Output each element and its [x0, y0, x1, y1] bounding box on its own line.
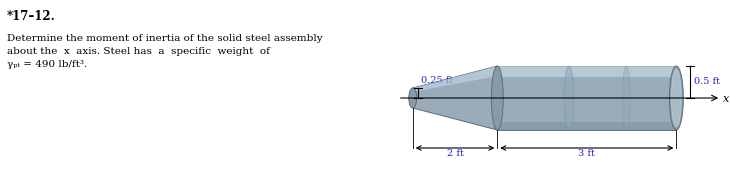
Ellipse shape: [409, 88, 417, 108]
Ellipse shape: [564, 66, 574, 130]
Text: about the  x  axis. Steel has  a  specific  weight  of: about the x axis. Steel has a specific w…: [7, 47, 270, 56]
Ellipse shape: [669, 66, 683, 130]
Text: Determine the moment of inertia of the solid steel assembly: Determine the moment of inertia of the s…: [7, 34, 323, 43]
Text: 2 ft: 2 ft: [447, 149, 464, 158]
Text: γₚₜ = 490 lb/ft³.: γₚₜ = 490 lb/ft³.: [7, 60, 87, 69]
Polygon shape: [497, 66, 676, 77]
Polygon shape: [497, 122, 676, 130]
Ellipse shape: [622, 66, 630, 130]
Text: *17–12.: *17–12.: [7, 10, 55, 23]
Ellipse shape: [491, 66, 503, 130]
Polygon shape: [412, 66, 497, 130]
Text: 3 ft: 3 ft: [578, 149, 595, 158]
Polygon shape: [497, 66, 676, 130]
Polygon shape: [412, 66, 497, 92]
Text: 0.25 ft: 0.25 ft: [420, 76, 453, 85]
Text: 0.5 ft: 0.5 ft: [694, 78, 721, 86]
Ellipse shape: [672, 69, 681, 127]
Text: x: x: [723, 94, 729, 104]
